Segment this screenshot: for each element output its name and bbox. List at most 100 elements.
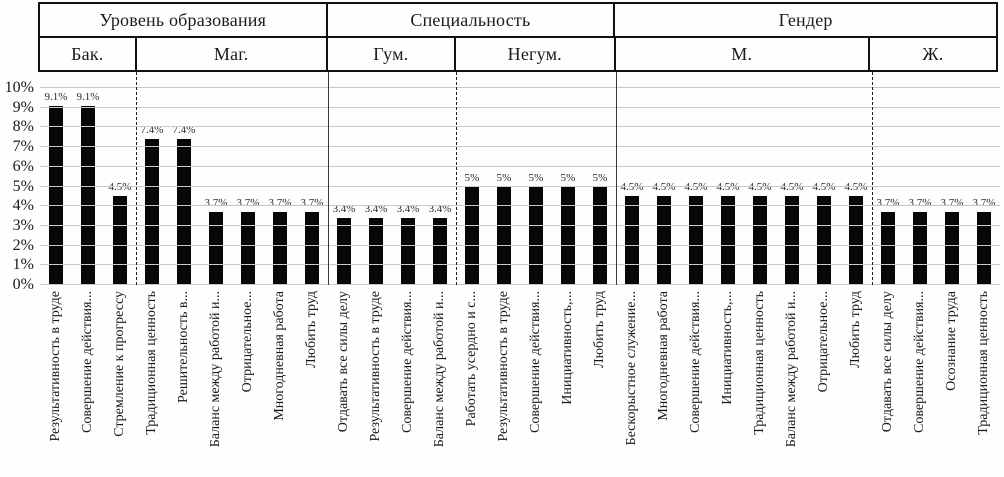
bar-value-label: 3.7% [940, 197, 964, 210]
bar [689, 196, 703, 285]
bar-slot: 4.5% [744, 88, 776, 285]
x-label-slot: Отрицательное... [232, 291, 264, 475]
bar [497, 186, 511, 285]
bar-value-label: 4.5% [652, 181, 676, 194]
bar-value-label: 4.5% [812, 181, 836, 194]
bar-value-label: 3.7% [908, 197, 932, 210]
bar-slot: 3.7% [296, 88, 328, 285]
x-label-slot: Совершение действия... [392, 291, 424, 475]
bar-slot: 3.4% [392, 88, 424, 285]
bar-slot: 5% [456, 88, 488, 285]
bar-slot: 5% [520, 88, 552, 285]
x-label-slot: Стремление к прогрессу [104, 291, 136, 475]
bar-slot: 7.4% [168, 88, 200, 285]
bar-value-label: 4.5% [716, 181, 740, 194]
x-category-label: Решительность в... [176, 291, 191, 403]
y-tick-label: 9% [12, 98, 34, 116]
y-tick-label: 0% [12, 276, 34, 293]
bar [593, 186, 607, 285]
gridline-8% [40, 126, 1000, 128]
y-tick-label: 6% [12, 157, 34, 175]
x-category-label: Отдавать все силы делу [336, 291, 351, 433]
x-category-label: Совершение действия... [528, 291, 543, 433]
bar-value-label: 3.7% [300, 197, 324, 210]
bar [657, 196, 671, 285]
bar [81, 105, 95, 285]
bar-value-label: 3.7% [876, 197, 900, 210]
bar-value-label: 7.4% [172, 124, 196, 137]
x-axis-labels: Результативность в труде Совершение дейст… [40, 291, 1000, 475]
bar-slot: 3.7% [264, 88, 296, 285]
bar-slot: 3.4% [424, 88, 456, 285]
x-label-slot: Любить труд [584, 291, 616, 475]
bar-value-label: 3.7% [972, 197, 996, 210]
bar [305, 212, 319, 285]
bar-slot: 4.5% [104, 88, 136, 285]
bar-value-label: 4.5% [780, 181, 804, 194]
bar-slot: 9.1% [72, 88, 104, 285]
x-category-label: Результативность в труде [496, 291, 511, 442]
bar [145, 139, 159, 285]
header-table: Уровень образования Специальность Гендер Б… [38, 2, 998, 72]
header-group-row: Уровень образования Специальность Гендер [40, 4, 996, 38]
bar-slot: 4.5% [648, 88, 680, 285]
section-separator-dashed [136, 72, 137, 285]
bar-slot: 4.5% [616, 88, 648, 285]
bar [369, 218, 383, 285]
x-category-label: Любить труд [304, 291, 319, 368]
x-label-slot: Решительность в... [168, 291, 200, 475]
x-label-slot: Традиционная ценность [744, 291, 776, 475]
x-label-slot: Совершение действия... [680, 291, 712, 475]
gridline-0% [40, 284, 1000, 285]
bar-value-label: 3.7% [236, 197, 260, 210]
y-tick-label: 8% [12, 118, 34, 136]
bar-slot: 7.4% [136, 88, 168, 285]
bar [945, 212, 959, 285]
bar-slot: 4.5% [840, 88, 872, 285]
x-label-slot: Совершение действия... [520, 291, 552, 475]
bar-value-label: 3.7% [268, 197, 292, 210]
bar [177, 139, 191, 285]
y-tick-label: 10% [4, 79, 34, 96]
y-tick-label: 1% [12, 256, 34, 274]
x-label-slot: Осознание труда [936, 291, 968, 475]
x-label-slot: Баланс между работой и... [424, 291, 456, 475]
section-separator-solid [616, 72, 617, 285]
bar-slot: 5% [584, 88, 616, 285]
y-tick-label: 2% [12, 236, 34, 254]
x-label-slot: Результативность в труде [40, 291, 72, 475]
x-category-label: Инициативность,... [560, 291, 575, 405]
y-tick-label: 5% [12, 177, 34, 195]
x-label-slot: Бескорыстное служение... [616, 291, 648, 475]
bar-slot: 3.7% [232, 88, 264, 285]
x-category-label: Любить труд [592, 291, 607, 368]
x-label-slot: Любить труд [840, 291, 872, 475]
x-label-slot: Отдавать все силы делу [328, 291, 360, 475]
bar-slot: 3.7% [200, 88, 232, 285]
bar [881, 212, 895, 285]
gridline-9% [40, 106, 1000, 108]
bar [433, 218, 447, 285]
bar [817, 196, 831, 285]
bar-value-label: 5% [528, 171, 544, 184]
bar [561, 186, 575, 285]
header-subgroup-row: Бак. Маг. Гум. Негум. М. Ж. [40, 38, 996, 70]
x-category-label: Традиционная ценность [144, 291, 159, 435]
x-category-label: Бескорыстное служение... [624, 291, 639, 446]
x-label-slot: Отрицательное... [808, 291, 840, 475]
bar [337, 218, 351, 285]
bar-slot: 4.5% [808, 88, 840, 285]
x-label-slot: Работать усердно и с... [456, 291, 488, 475]
bar-value-label: 5% [496, 171, 512, 184]
bar-value-label: 5% [464, 171, 480, 184]
bar [241, 212, 255, 285]
x-category-label: Многодневная работа [656, 291, 671, 421]
bar [401, 218, 415, 285]
x-label-slot: Совершение действия... [72, 291, 104, 475]
gridline-2% [40, 244, 1000, 246]
gridline-1% [40, 264, 1000, 266]
bar-value-label: 4.5% [844, 181, 868, 194]
bar-slot: 3.7% [968, 88, 1000, 285]
header-group-2: Гендер [613, 4, 996, 36]
x-label-slot: Инициативность,... [552, 291, 584, 475]
